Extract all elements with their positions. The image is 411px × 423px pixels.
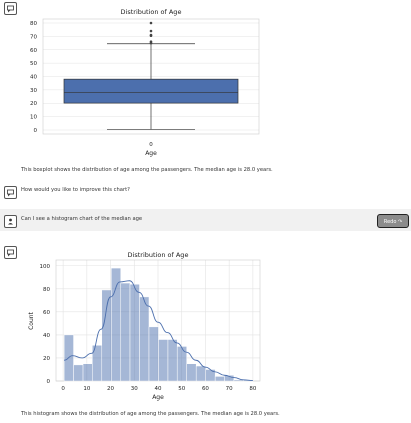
assistant-avatar (4, 186, 17, 199)
boxplot-caption: This boxplot shows the distribution of a… (21, 167, 273, 173)
histogram-bar (158, 339, 169, 382)
histogram-bar (148, 326, 159, 382)
boxplot-outlier-point (149, 40, 153, 44)
histogram-bar (186, 363, 197, 382)
histogram-x-tick-label: 20 (107, 386, 114, 392)
boxplot-x-label: Age (145, 150, 157, 157)
chat-bubble-icon (7, 249, 14, 257)
boxplot-outlier-point (149, 34, 153, 38)
histogram-x-tick-label: 50 (178, 386, 185, 392)
user-message-row (0, 209, 411, 231)
user-icon (8, 218, 13, 225)
boxplot-y-tick-label: 10 (30, 115, 37, 121)
chat-bubble-icon (7, 5, 14, 13)
histogram-x-tick-label: 0 (61, 386, 65, 392)
histogram-bar (233, 379, 244, 382)
boxplot-y-tick-label: 20 (30, 101, 37, 107)
histogram-bar (214, 376, 225, 382)
boxplot-y-tick-label: 60 (30, 48, 37, 54)
histogram-bar (63, 334, 74, 382)
histogram-title: Distribution of Age (128, 251, 189, 259)
boxplot-outlier-point (149, 33, 153, 37)
user-message: Can I see a histogram chart of the media… (21, 216, 143, 222)
histogram-bar (195, 365, 206, 382)
boxplot-plot-area (42, 18, 260, 135)
boxplot-y-tick-label: 80 (30, 21, 37, 27)
histogram-caption: This histogram shows the distribution of… (21, 411, 280, 417)
histogram-kde-curve (64, 280, 253, 381)
histogram-bar (167, 339, 178, 382)
assistant-avatar (4, 246, 17, 259)
histogram-bar (139, 296, 150, 382)
boxplot-box (63, 78, 239, 104)
histogram-x-tick-label: 30 (131, 386, 138, 392)
histogram-bar (120, 282, 131, 382)
boxplot-y-tick-label: 0 (34, 128, 38, 134)
boxplot-category-label: 0 (149, 142, 153, 148)
histogram-y-tick-label: 0 (47, 379, 51, 385)
histogram-x-tick-label: 60 (202, 386, 209, 392)
histogram-plot-area (55, 259, 261, 382)
histogram-y-tick-label: 40 (43, 333, 50, 339)
histogram-bar (73, 364, 84, 382)
histogram-bar (92, 345, 103, 382)
histogram-bar (129, 283, 140, 382)
boxplot-y-tick-label: 70 (30, 34, 37, 40)
histogram-bar (205, 369, 216, 382)
boxplot-y-tick-label: 50 (30, 61, 37, 67)
boxplot-y-tick-label: 40 (30, 75, 37, 81)
histogram-bar (82, 363, 93, 382)
histogram-bar (111, 267, 122, 382)
assistant-avatar (4, 2, 17, 15)
histogram-x-label: Age (152, 394, 164, 401)
histogram-y-tick-label: 20 (43, 356, 50, 362)
boxplot-title: Distribution of Age (121, 8, 182, 16)
histogram-bar (243, 379, 254, 382)
boxplot-outlier-point (149, 29, 153, 33)
chat-bubble-icon (7, 189, 14, 197)
histogram-bar (101, 289, 112, 382)
histogram-x-tick-label: 70 (226, 386, 233, 392)
histogram-y-label: Count (28, 311, 35, 329)
boxplot-y-tick-label: 30 (30, 88, 37, 94)
histogram-x-tick-label: 10 (83, 386, 90, 392)
histogram-y-tick-label: 80 (43, 287, 50, 293)
redo-button[interactable]: Redo ↷ (377, 214, 409, 228)
histogram-y-tick-label: 60 (43, 310, 50, 316)
histogram-x-tick-label: 80 (249, 386, 256, 392)
histogram-bar (176, 346, 187, 382)
histogram-bar (224, 374, 235, 382)
boxplot-outlier-point (149, 21, 153, 25)
boxplot-outlier-point (149, 41, 153, 45)
user-avatar (4, 215, 17, 228)
histogram-y-tick-label: 100 (40, 264, 51, 270)
assistant-question: How would you like to improve this chart… (21, 187, 130, 193)
histogram-x-tick-label: 40 (155, 386, 162, 392)
